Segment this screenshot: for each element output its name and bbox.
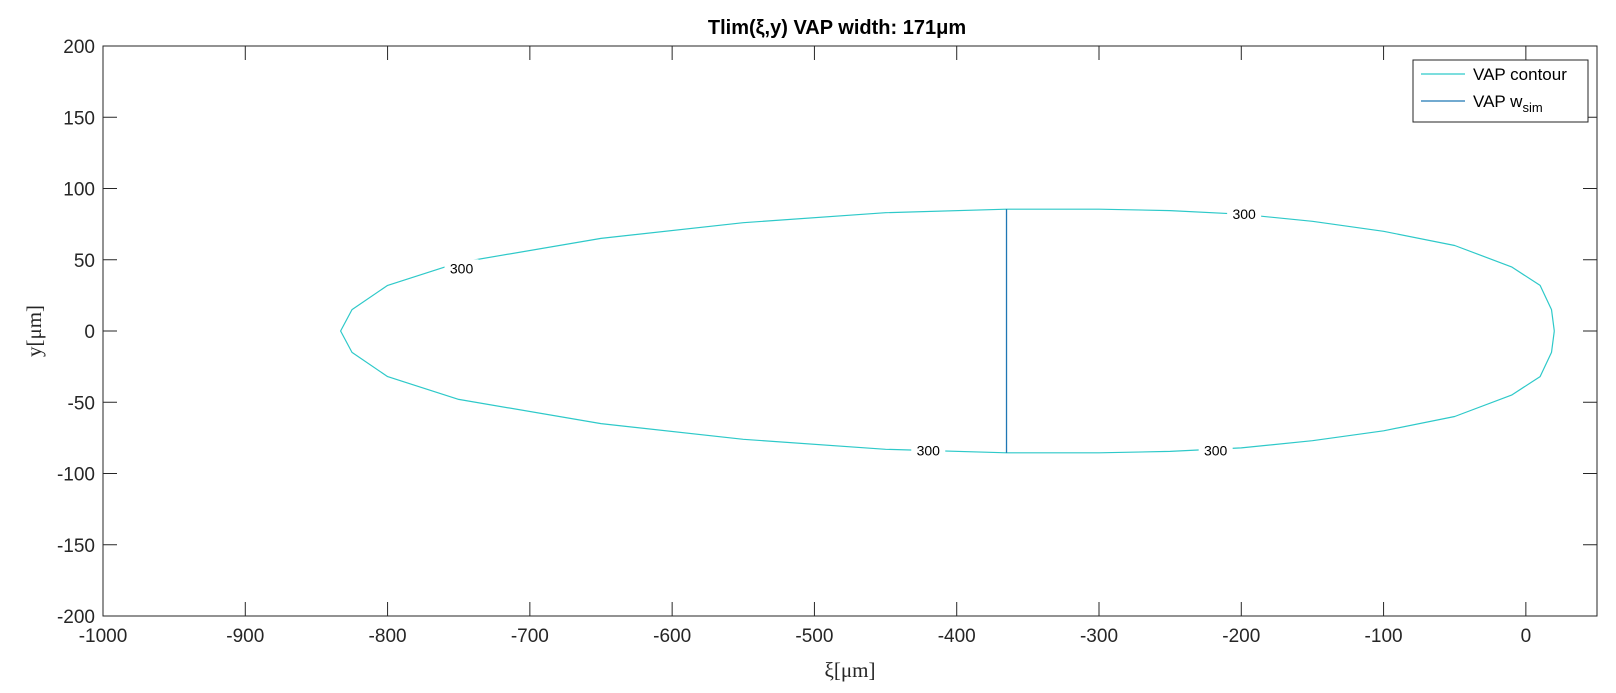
series-layer: 300 300 300 300 bbox=[340, 205, 1555, 460]
legend-label-vap-wsim: VAP wsim bbox=[1473, 92, 1543, 115]
contour-label-bg bbox=[1227, 205, 1262, 224]
chart-title: Tlim(ξ,y) VAP width: 171μm bbox=[708, 17, 966, 39]
y-tick-label: 150 bbox=[63, 108, 95, 129]
x-tick-label: -700 bbox=[511, 626, 549, 647]
series-vap-contour bbox=[340, 208, 1555, 454]
contour-label-bg bbox=[1198, 441, 1233, 460]
legend: VAP contour VAP wsim bbox=[1412, 59, 1589, 123]
legend-label-vap-contour: VAP contour bbox=[1473, 65, 1567, 84]
y-tick-label: -50 bbox=[68, 393, 95, 414]
x-tick-label: -500 bbox=[795, 626, 833, 647]
x-tick-label: -200 bbox=[1222, 626, 1260, 647]
plot-area bbox=[102, 45, 1598, 617]
x-tick-label: -600 bbox=[653, 626, 691, 647]
legend-box bbox=[1412, 59, 1589, 123]
contour-label: 300 bbox=[1232, 206, 1256, 222]
y-tick-label: 100 bbox=[63, 180, 95, 201]
contour-label-bg bbox=[911, 441, 946, 460]
x-tick-label: -800 bbox=[369, 626, 407, 647]
legend-label-vap-wsim-sub: sim bbox=[1522, 100, 1542, 115]
contour-label: 300 bbox=[450, 260, 474, 276]
x-tick-label: -100 bbox=[1365, 626, 1403, 647]
x-tick-label: -300 bbox=[1080, 626, 1118, 647]
y-tick-label: 0 bbox=[84, 322, 95, 343]
legend-label-vap-wsim-main: VAP w bbox=[1473, 92, 1523, 111]
x-tick-label: 0 bbox=[1521, 626, 1532, 647]
y-axis-label: y[μm] bbox=[22, 305, 46, 357]
y-tick-label: 50 bbox=[74, 251, 95, 272]
contour-label: 300 bbox=[1204, 443, 1228, 459]
contour-label: 300 bbox=[917, 443, 941, 459]
x-tick-label: -400 bbox=[938, 626, 976, 647]
contour-label-bg bbox=[444, 259, 479, 278]
axis-ticks: -1000 -900 -800 -700 -600 -500 -400 -300 -200 -10… bbox=[57, 37, 1597, 647]
y-tick-label: -150 bbox=[57, 536, 95, 557]
y-tick-label: -100 bbox=[57, 465, 95, 486]
x-tick-label: -900 bbox=[226, 626, 264, 647]
y-tick-label: -200 bbox=[57, 607, 95, 628]
y-tick-label: 200 bbox=[63, 37, 95, 58]
x-axis-label: ξ[μm] bbox=[825, 658, 876, 682]
x-tick-label: -1000 bbox=[79, 626, 128, 647]
